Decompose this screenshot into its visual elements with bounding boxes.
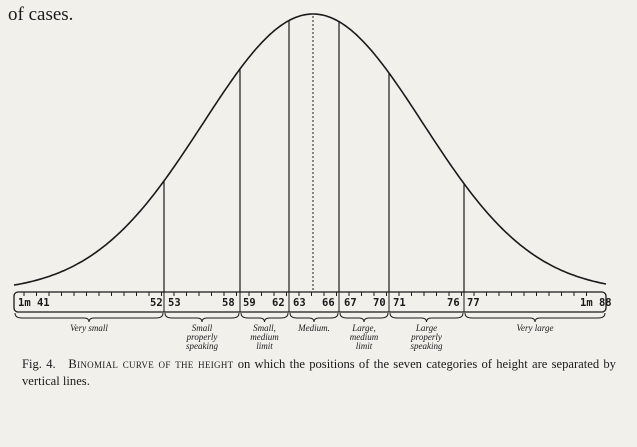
height-ruler: 52 53 58 59 62 63 66 67 70 71 76 77 1m 41 1m 88 xyxy=(13,291,612,313)
figure-number: Fig. 4. xyxy=(22,357,56,371)
category-label-5-line-1: Large, xyxy=(351,323,375,333)
category-label-3-line-2: medium xyxy=(250,332,279,342)
ruler-ticks xyxy=(23,292,587,312)
ruler-label-58: 58 xyxy=(222,297,235,309)
category-brace-4 xyxy=(289,312,339,323)
ruler-box xyxy=(13,291,607,313)
category-label-3-line-3: limit xyxy=(256,341,273,351)
category-separators xyxy=(163,20,465,292)
ruler-start-label: 1m 41 xyxy=(18,297,50,309)
ruler-label-62: 62 xyxy=(272,297,285,309)
figure-caption: Fig. 4. Binomial curve of the height on … xyxy=(22,356,616,390)
category-label-5-line-3: limit xyxy=(356,341,373,351)
category-label-3-line-1: Small, xyxy=(253,323,276,333)
ruler-label-63: 63 xyxy=(293,297,306,309)
category-label-2-line-3: speaking xyxy=(186,341,218,351)
ruler-end-label: 1m 88 xyxy=(580,297,612,309)
category-label-5-line-2: medium xyxy=(350,332,379,342)
category-brace-7 xyxy=(464,312,606,323)
category-label-4-line-1: Medium. xyxy=(297,323,330,333)
category-label-6-line-1: Large xyxy=(415,323,437,333)
ruler-label-53: 53 xyxy=(168,297,181,309)
ruler-label-77: 77 xyxy=(467,297,480,309)
ruler-label-59: 59 xyxy=(243,297,256,309)
caption-title: Binomial curve of the height xyxy=(68,357,234,371)
ruler-label-67: 67 xyxy=(344,297,357,309)
category-label-1-line-1: Very small xyxy=(70,323,108,333)
category-label-2-line-1: Small xyxy=(192,323,213,333)
ruler-label-71: 71 xyxy=(393,297,406,309)
category-label-7-line-1: Very large xyxy=(517,323,554,333)
caption-text: on which the positions of the seven cate… xyxy=(22,357,616,388)
binomial-curve xyxy=(13,13,607,286)
ruler-label-52: 52 xyxy=(150,297,163,309)
category-brace-3 xyxy=(240,312,289,323)
category-brace-2 xyxy=(164,312,240,323)
category-label-2-line-2: properly xyxy=(186,332,218,342)
ruler-label-76: 76 xyxy=(447,297,460,309)
category-braces xyxy=(14,312,606,323)
category-brace-1 xyxy=(14,312,164,323)
ruler-label-70: 70 xyxy=(373,297,386,309)
category-label-6-line-3: speaking xyxy=(411,341,443,351)
previous-text: of cases. xyxy=(8,4,73,25)
category-brace-5 xyxy=(339,312,389,323)
category-label-6-line-2: properly xyxy=(410,332,442,342)
category-brace-6 xyxy=(389,312,464,323)
category-labels: Very small SmallproperlyspeakingSmall,med… xyxy=(70,323,553,351)
ruler-label-66: 66 xyxy=(322,297,335,309)
ruler-labels: 52 53 58 59 62 63 66 67 70 71 76 77 xyxy=(150,297,480,309)
